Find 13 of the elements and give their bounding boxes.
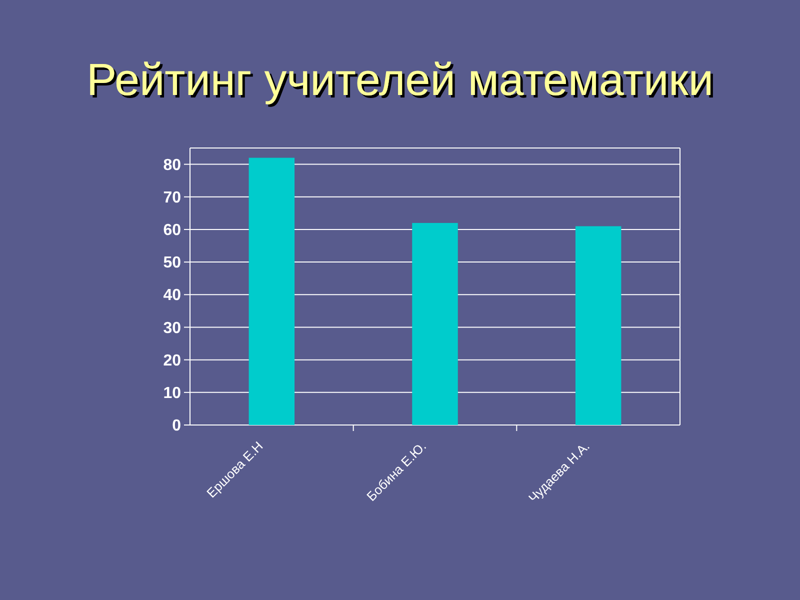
y-tick-label: 0 bbox=[172, 418, 182, 435]
y-tick-label: 80 bbox=[163, 156, 182, 174]
bar bbox=[248, 158, 295, 425]
bar bbox=[575, 226, 622, 425]
bar bbox=[412, 222, 458, 425]
y-tick-label: 70 bbox=[163, 189, 182, 206]
y-tick-label: 40 bbox=[163, 287, 182, 304]
y-tick-label: 10 bbox=[163, 385, 182, 402]
y-tick-label: 60 bbox=[163, 222, 182, 240]
y-tick-label: 30 bbox=[163, 320, 182, 337]
chart-title: Рейтинг учителей математики bbox=[86, 54, 714, 105]
y-tick-label: 50 bbox=[163, 254, 182, 272]
y-tick-label: 20 bbox=[163, 352, 182, 370]
